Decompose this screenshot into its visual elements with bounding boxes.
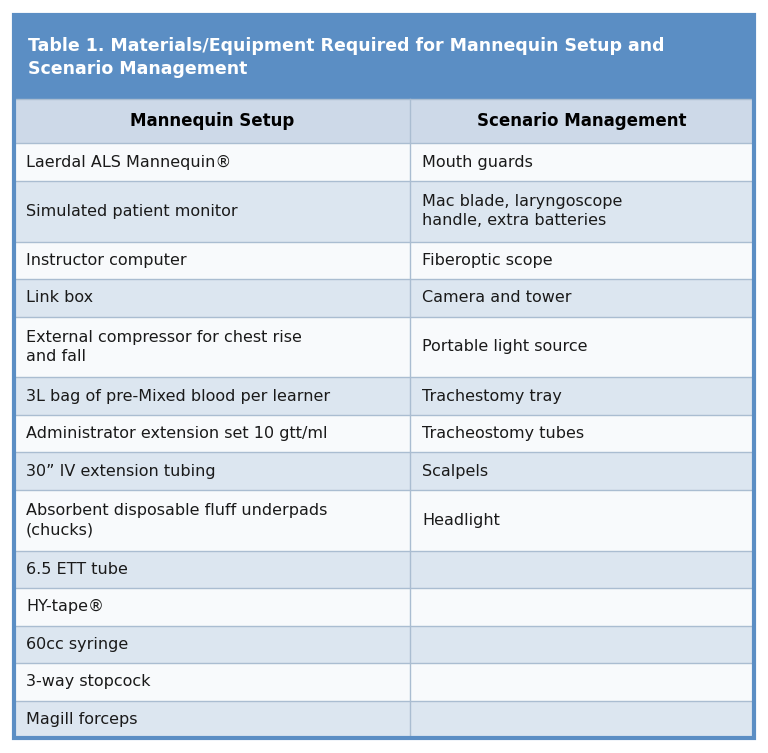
Bar <box>14 700 410 738</box>
Text: 3L bag of pre-Mixed blood per learner: 3L bag of pre-Mixed blood per learner <box>26 389 330 404</box>
Bar <box>410 700 754 738</box>
Text: Absorbent disposable fluff underpads
(chucks): Absorbent disposable fluff underpads (ch… <box>26 503 327 538</box>
Bar <box>410 626 754 663</box>
Bar <box>14 181 410 242</box>
Text: Mac blade, laryngoscope
handle, extra batteries: Mac blade, laryngoscope handle, extra ba… <box>422 194 622 228</box>
Text: Headlight: Headlight <box>422 513 500 528</box>
Bar <box>410 489 754 550</box>
Text: Administrator extension set 10 gtt/ml: Administrator extension set 10 gtt/ml <box>26 426 327 441</box>
Bar <box>14 279 410 316</box>
Bar <box>14 415 410 453</box>
Text: Portable light source: Portable light source <box>422 340 588 355</box>
Bar <box>14 626 410 663</box>
Text: HY-tape®: HY-tape® <box>26 599 104 614</box>
Bar <box>410 550 754 588</box>
Bar <box>14 316 410 377</box>
Bar <box>410 143 754 181</box>
Text: 60cc syringe: 60cc syringe <box>26 637 128 652</box>
Bar <box>14 550 410 588</box>
Text: Trachestomy tray: Trachestomy tray <box>422 389 561 404</box>
Text: Laerdal ALS Mannequin®: Laerdal ALS Mannequin® <box>26 154 231 169</box>
Bar <box>410 588 754 626</box>
Text: 3-way stopcock: 3-way stopcock <box>26 674 151 689</box>
Bar <box>14 242 410 279</box>
Bar <box>410 279 754 316</box>
Text: 30” IV extension tubing: 30” IV extension tubing <box>26 464 216 479</box>
Text: Scenario Management: Scenario Management <box>477 112 687 130</box>
Bar <box>14 588 410 626</box>
Bar <box>14 15 754 99</box>
Bar <box>14 489 410 550</box>
Bar <box>410 181 754 242</box>
Bar <box>410 453 754 489</box>
Text: Mannequin Setup: Mannequin Setup <box>130 112 294 130</box>
Text: Table 1. Materials/Equipment Required for Mannequin Setup and
Scenario Managemen: Table 1. Materials/Equipment Required fo… <box>28 37 664 78</box>
Text: Instructor computer: Instructor computer <box>26 253 187 268</box>
Text: Mouth guards: Mouth guards <box>422 154 533 169</box>
Text: Magill forceps: Magill forceps <box>26 712 137 727</box>
Text: Tracheostomy tubes: Tracheostomy tubes <box>422 426 584 441</box>
Text: Camera and tower: Camera and tower <box>422 291 571 305</box>
Text: Link box: Link box <box>26 291 93 305</box>
Bar <box>410 316 754 377</box>
Bar <box>14 143 410 181</box>
Bar <box>410 242 754 279</box>
Bar <box>14 663 410 700</box>
Bar <box>14 377 410 415</box>
Bar <box>14 453 410 489</box>
Text: Fiberoptic scope: Fiberoptic scope <box>422 253 552 268</box>
Bar <box>410 377 754 415</box>
Bar <box>14 99 410 143</box>
Text: Simulated patient monitor: Simulated patient monitor <box>26 204 237 218</box>
Bar <box>410 99 754 143</box>
Text: 6.5 ETT tube: 6.5 ETT tube <box>26 562 128 577</box>
Bar <box>410 415 754 453</box>
Bar <box>410 663 754 700</box>
Text: Scalpels: Scalpels <box>422 464 488 479</box>
Text: External compressor for chest rise
and fall: External compressor for chest rise and f… <box>26 330 302 364</box>
